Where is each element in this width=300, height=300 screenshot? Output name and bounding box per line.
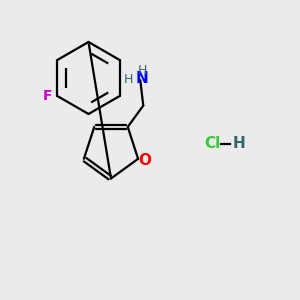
- Text: Cl: Cl: [204, 136, 220, 152]
- Text: O: O: [138, 153, 151, 168]
- Text: N: N: [135, 71, 148, 86]
- Text: H: H: [124, 73, 134, 86]
- Text: H: H: [138, 64, 147, 77]
- Text: F: F: [43, 89, 52, 103]
- Text: H: H: [233, 136, 246, 152]
